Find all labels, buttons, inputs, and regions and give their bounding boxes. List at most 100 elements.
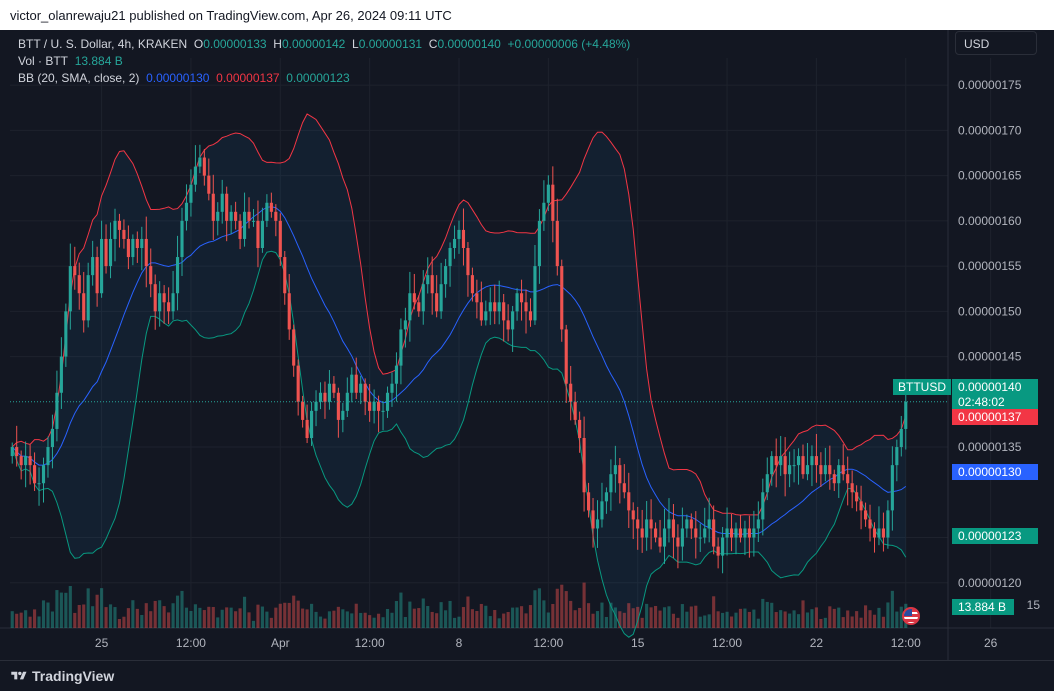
legend-h-label: H bbox=[273, 37, 282, 51]
candle-body bbox=[46, 447, 50, 466]
volume-bar bbox=[73, 612, 77, 628]
volume-bar bbox=[756, 618, 760, 628]
candle-body bbox=[287, 293, 291, 330]
candle-body bbox=[153, 284, 157, 312]
candle-body bbox=[560, 266, 564, 330]
candle-body bbox=[68, 266, 72, 312]
volume-bar bbox=[435, 613, 439, 628]
x-tick-label: 25 bbox=[95, 636, 109, 650]
volume-bar bbox=[497, 618, 501, 628]
volume-bar bbox=[573, 610, 577, 628]
bb-upper-tag: 0.00000137 bbox=[952, 409, 1038, 425]
volume-bar bbox=[506, 612, 510, 628]
volume-bar bbox=[694, 605, 698, 628]
candle-body bbox=[305, 419, 309, 438]
volume-bar bbox=[372, 617, 376, 628]
candle-body bbox=[184, 202, 189, 221]
candle-body bbox=[412, 293, 416, 303]
volume-bar bbox=[33, 609, 37, 628]
candle-body bbox=[752, 528, 756, 538]
volume-bar bbox=[899, 606, 903, 628]
candle-body bbox=[247, 211, 251, 221]
candle-body bbox=[573, 401, 577, 420]
candle-body bbox=[814, 456, 818, 466]
candle-body bbox=[100, 238, 104, 294]
volume-bar bbox=[385, 608, 390, 628]
candle-body bbox=[609, 474, 613, 493]
volume-bar bbox=[461, 607, 466, 628]
volume-bar bbox=[24, 610, 28, 628]
candle-body bbox=[658, 537, 662, 547]
candle-body bbox=[493, 302, 497, 312]
volume-bar bbox=[609, 602, 613, 628]
candle-body bbox=[19, 456, 23, 466]
volume-bar bbox=[761, 598, 765, 628]
volume-bar bbox=[417, 608, 421, 628]
volume-bar bbox=[153, 600, 157, 628]
volume-bars bbox=[10, 582, 908, 628]
volume-bar bbox=[140, 615, 144, 628]
volume-bar bbox=[327, 611, 332, 628]
candle-body bbox=[774, 456, 778, 466]
volume-bar bbox=[779, 610, 783, 628]
candle-body bbox=[823, 465, 827, 475]
candle-body bbox=[274, 211, 278, 221]
candle-body bbox=[551, 184, 555, 221]
volume-bar bbox=[895, 611, 899, 628]
volume-bar bbox=[390, 612, 394, 628]
volume-bar bbox=[452, 617, 457, 628]
candle-body bbox=[872, 528, 877, 538]
volume-bar bbox=[841, 617, 845, 628]
candle-body bbox=[515, 293, 519, 312]
candle-body bbox=[841, 465, 845, 475]
candle-body bbox=[506, 320, 510, 330]
candle-body bbox=[242, 211, 247, 239]
candle-body bbox=[41, 465, 46, 484]
volume-bar bbox=[251, 620, 256, 628]
candle-body bbox=[555, 220, 559, 267]
volume-bar bbox=[636, 606, 640, 628]
candle-body bbox=[863, 510, 868, 520]
volume-bar bbox=[627, 603, 631, 628]
candle-body bbox=[421, 284, 425, 312]
y-tick-label: 0.00000150 bbox=[958, 304, 1022, 318]
candle-body bbox=[640, 528, 644, 538]
candle-body bbox=[569, 383, 573, 402]
volume-bar bbox=[783, 611, 787, 628]
volume-bar bbox=[77, 604, 81, 628]
volume-bar bbox=[725, 611, 729, 628]
candle-body bbox=[546, 184, 550, 203]
volume-bar bbox=[484, 605, 488, 628]
candle-body bbox=[430, 275, 434, 294]
volume-bar bbox=[332, 610, 336, 628]
volume-bar bbox=[537, 588, 541, 628]
price-chart[interactable]: 0.00000175 0.00000170 0.00000165 0.00000160… bbox=[0, 30, 1054, 660]
volume-bar bbox=[555, 588, 559, 628]
volume-bar bbox=[515, 607, 519, 628]
volume-bar bbox=[287, 602, 291, 628]
volume-bar bbox=[542, 600, 546, 628]
candle-body bbox=[314, 401, 318, 411]
chart-area[interactable]: 0.00000175 0.00000170 0.00000165 0.00000160… bbox=[0, 30, 1054, 660]
currency-button[interactable]: USD bbox=[955, 31, 1037, 55]
volume-bar bbox=[184, 607, 189, 628]
candle-body bbox=[537, 220, 541, 267]
volume-bar bbox=[595, 611, 600, 628]
candle-body bbox=[837, 465, 841, 484]
candle-body bbox=[390, 383, 394, 393]
volume-bar bbox=[618, 611, 622, 628]
candle-body bbox=[341, 410, 345, 420]
candle-body bbox=[586, 492, 591, 511]
candle-body bbox=[278, 220, 282, 258]
volume-bar bbox=[82, 604, 86, 628]
candle-body bbox=[202, 157, 206, 176]
candle-body bbox=[336, 392, 340, 420]
candle-body bbox=[667, 519, 671, 529]
bollinger-band-fill bbox=[12, 114, 906, 638]
volume-bar bbox=[162, 606, 166, 628]
us-flag-icon[interactable] bbox=[902, 607, 920, 625]
volume-bar bbox=[421, 598, 425, 628]
tradingview-logo[interactable]: TradingView bbox=[10, 668, 114, 684]
volume-bar bbox=[394, 601, 399, 628]
candle-body bbox=[698, 537, 702, 539]
